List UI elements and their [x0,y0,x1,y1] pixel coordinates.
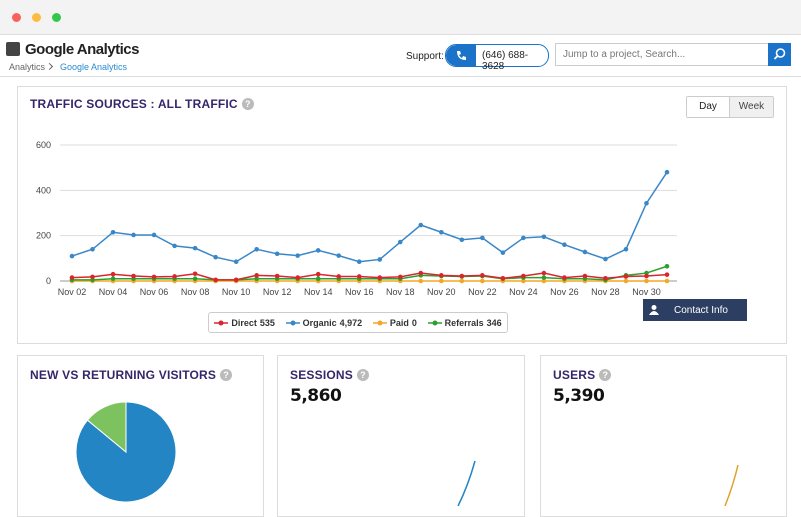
legend-item: Referrals 346 [427,317,502,328]
sessions-panel: SESSIONS? 5,860 [277,355,525,517]
legend-name: Organic [302,317,337,328]
traffic-title: TRAFFIC SOURCES : ALL TRAFFIC? [30,97,254,111]
legend-name: Direct [231,317,257,328]
title-text: TRAFFIC SOURCES : ALL TRAFFIC [30,97,238,111]
search-icon [773,48,786,60]
legend-item: Direct 535 [214,318,275,328]
breadcrumb-sep [45,62,54,71]
swatch-dot [218,320,224,325]
traffic-panel: TRAFFIC SOURCES : ALL TRAFFIC? Day Week … [17,86,787,344]
legend-total: 535 [259,317,275,328]
header-divider [0,76,801,77]
min-dot[interactable] [32,13,41,22]
legend-item: Organic 4,972 [285,317,363,328]
contact-button[interactable]: Contact Info [643,299,747,321]
legend-name: Referrals [444,317,484,328]
legend-swatch [372,320,387,325]
contact-text: Contact Info [674,305,728,316]
max-dot[interactable] [52,13,61,22]
phone-icon [457,51,466,60]
search-placeholder: Jump to a project, Search... [563,49,686,60]
close-dot[interactable] [12,13,21,22]
day-week-toggle: Day Week [686,96,774,118]
legend-item: Paid 0 [372,317,417,328]
swatch-dot [377,320,383,325]
phone-number: (646) 688-3628 [482,50,529,72]
search-button[interactable] [768,43,791,66]
breadcrumb-2[interactable]: Google Analytics [60,62,128,72]
help-icon[interactable]: ? [599,369,612,381]
legend-total: 4,972 [339,317,363,328]
legend: Direct 535 Organic 4,972 Paid 0 Referrals 346 [208,312,508,333]
visitors-title: NEW VS RETURNING VISITORS? [30,368,233,382]
legend-name: Paid [389,317,409,328]
search-box[interactable]: Jump to a project, Search... [555,43,769,66]
app-title: Google Analytics [25,41,139,58]
help-icon[interactable]: ? [356,369,369,381]
sessions-sparkline [457,460,476,506]
phone-pill[interactable]: (646) 688-3628 [445,44,549,72]
title-text: USERS [553,368,596,382]
phone-icon-bg [446,45,476,66]
sessions-value: 5,860 [290,386,342,406]
legend-swatch [214,320,229,325]
support-label: Support: [406,51,444,62]
swatch-dot [432,320,438,325]
users-panel: USERS? 5,390 [540,355,787,517]
help-icon[interactable]: ? [241,98,254,110]
legend-total: 0 [411,317,417,328]
day-button[interactable]: Day [687,97,730,117]
title-text: NEW VS RETURNING VISITORS [30,368,217,382]
users-title: USERS? [553,368,612,382]
breadcrumb-1[interactable]: Analytics [9,62,46,72]
legend-swatch [427,320,442,325]
window-bar [0,0,801,35]
title-text: SESSIONS [290,368,353,382]
logo-icon [6,42,20,56]
legend-swatch [285,320,300,325]
visitors-panel: NEW VS RETURNING VISITORS? [17,355,264,517]
swatch-dot [290,320,296,325]
week-button[interactable]: Week [730,97,773,117]
sessions-title: SESSIONS? [290,368,369,382]
users-value: 5,390 [553,386,605,406]
users-sparkline [724,464,739,506]
legend-total: 346 [486,317,502,328]
help-icon[interactable]: ? [220,369,233,381]
person-icon [649,305,659,315]
